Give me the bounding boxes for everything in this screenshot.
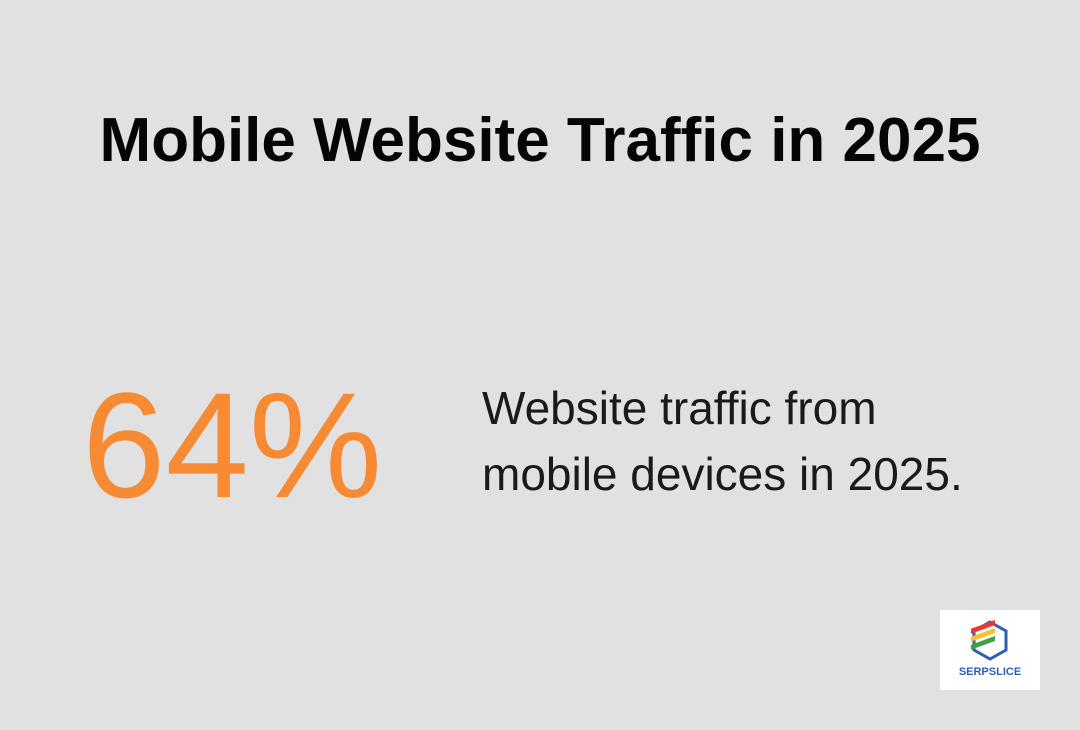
stat-description: Website traffic from mobile devices in 2… — [482, 382, 963, 500]
logo-stripe — [971, 619, 995, 634]
logo-stripe — [971, 635, 995, 650]
logo: SERPSLICE — [940, 610, 1040, 690]
logo-text: SERPSLICE — [958, 666, 1022, 678]
stat-value: 64% — [82, 361, 383, 529]
logo-stripe — [971, 627, 995, 642]
logo-icon — [971, 619, 1008, 661]
title: Mobile Website Traffic in 2025 — [99, 106, 981, 175]
